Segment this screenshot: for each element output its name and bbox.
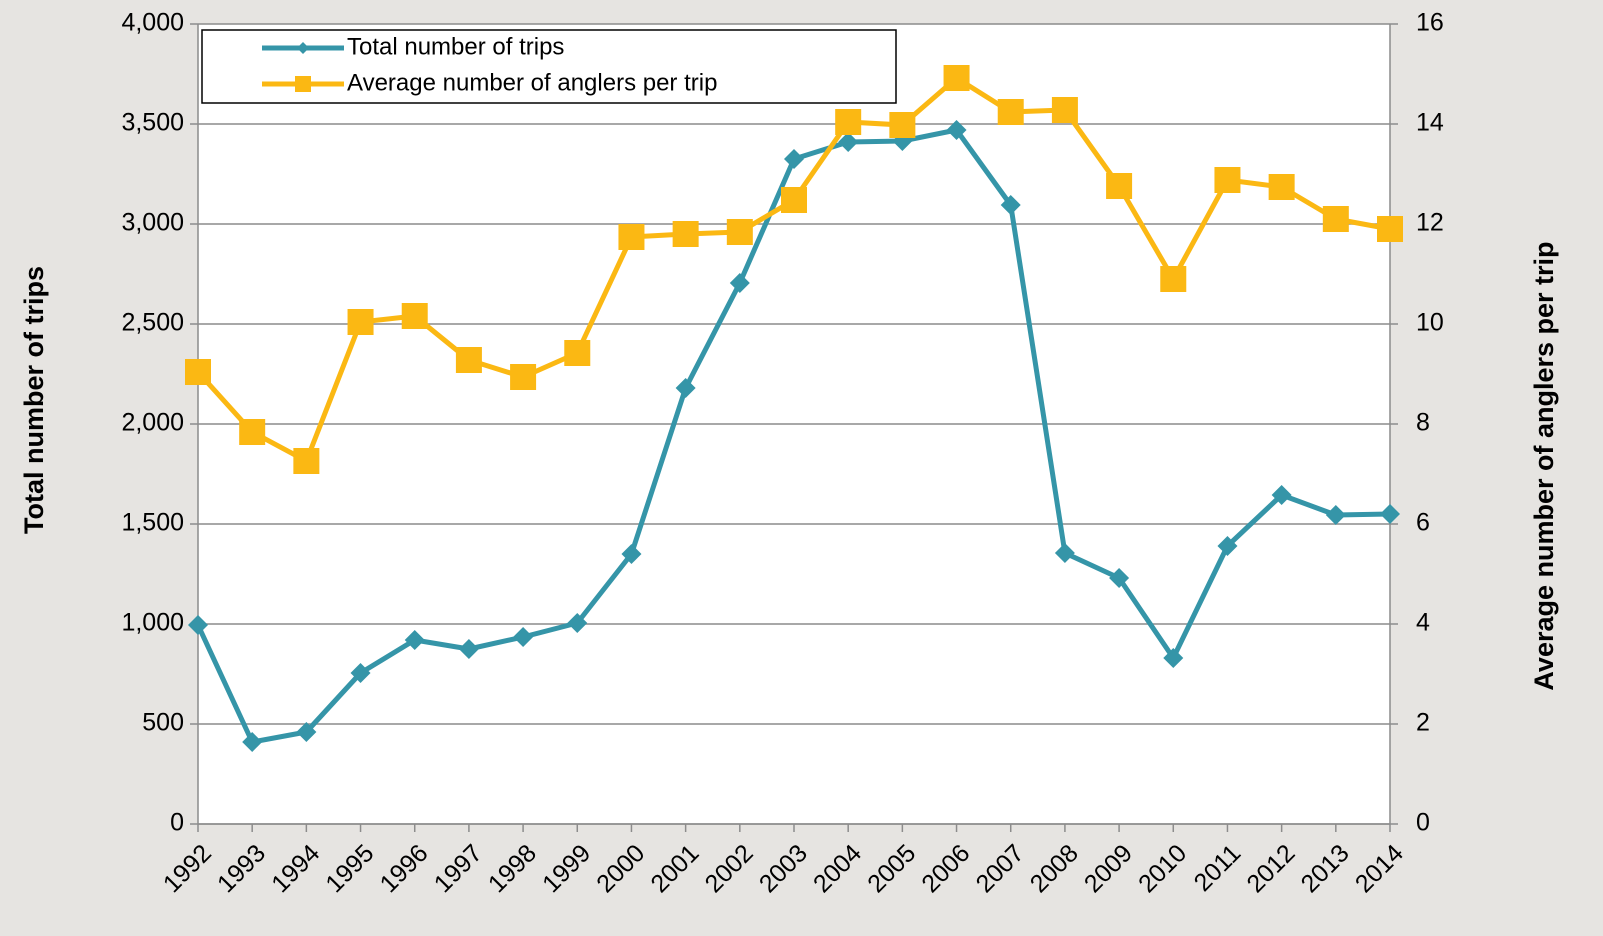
marker [1325, 505, 1346, 525]
marker [621, 544, 642, 564]
marker [997, 99, 1024, 125]
x-tick-label: 2008 [1025, 839, 1084, 898]
marker [1322, 206, 1349, 232]
marker [1271, 485, 1292, 505]
marker [1106, 173, 1133, 199]
marker [672, 221, 699, 247]
x-tick-label: 2004 [808, 839, 867, 898]
y2-tick-label: 8 [1416, 409, 1430, 437]
marker [835, 109, 862, 135]
marker [1160, 266, 1187, 292]
marker [675, 378, 696, 398]
marker [185, 359, 211, 385]
marker [1380, 504, 1400, 524]
marker [1000, 195, 1021, 215]
marker [297, 42, 309, 54]
marker [567, 613, 588, 633]
marker [513, 627, 534, 647]
marker [1051, 97, 1078, 123]
y-tick-label: 3,500 [121, 109, 184, 137]
x-tick-label: 2012 [1241, 839, 1300, 898]
marker [188, 615, 208, 635]
x-tick-label: 1999 [537, 839, 596, 898]
marker [510, 364, 537, 390]
y2-tick-label: 2 [1416, 709, 1430, 737]
y2-tick-label: 10 [1416, 309, 1444, 337]
x-tick-label: 2002 [700, 839, 759, 898]
marker [564, 340, 591, 366]
x-tick-label: 2010 [1133, 839, 1192, 898]
x-tick-label: 2003 [754, 839, 813, 898]
marker [1217, 536, 1238, 556]
x-tick-label: 1993 [212, 839, 271, 898]
marker [784, 149, 804, 169]
x-tick-label: 2011 [1189, 839, 1247, 897]
x-tick-label: 2005 [862, 839, 921, 898]
y2-tick-label: 12 [1416, 209, 1444, 237]
marker [404, 630, 425, 650]
marker [1054, 543, 1075, 563]
marker [401, 303, 428, 329]
y-axis-title: Total number of trips [19, 266, 49, 534]
y-tick-label: 4,000 [121, 9, 184, 37]
y-tick-label: 0 [170, 809, 184, 837]
y2-tick-label: 0 [1416, 809, 1430, 837]
marker [1214, 167, 1241, 193]
legend-box [201, 29, 897, 104]
x-tick-label: 2006 [916, 839, 975, 898]
marker [347, 309, 374, 335]
y2-tick-label: 4 [1416, 609, 1430, 637]
x-tick-label: 2000 [591, 839, 650, 898]
marker [726, 219, 753, 245]
y2-tick-label: 16 [1416, 9, 1444, 37]
x-tick-label: 2009 [1079, 839, 1138, 898]
y-tick-label: 1,500 [121, 509, 184, 537]
marker [1268, 174, 1295, 200]
marker [781, 187, 807, 213]
marker [296, 722, 317, 742]
marker [295, 76, 311, 92]
marker [455, 347, 482, 373]
x-tick-label: 1994 [266, 839, 325, 898]
y-tick-label: 500 [142, 709, 184, 737]
marker [1163, 648, 1184, 668]
y2-axis-title: Average number of anglers per trip [1529, 241, 1559, 690]
y-tick-label: 1,000 [121, 609, 184, 637]
marker [242, 732, 263, 752]
y2-tick-label: 6 [1416, 509, 1430, 537]
x-tick-label: 2014 [1350, 839, 1409, 898]
x-tick-label: 2013 [1296, 839, 1355, 898]
marker [1109, 568, 1130, 588]
marker [946, 120, 967, 140]
marker [350, 663, 371, 683]
marker [943, 65, 970, 91]
x-tick-label: 2001 [645, 839, 704, 898]
x-tick-label: 2007 [971, 839, 1030, 898]
marker [293, 448, 320, 474]
x-tick-label: 1996 [375, 839, 434, 898]
legend-label: Total number of trips [347, 33, 564, 60]
y-tick-label: 2,000 [121, 409, 184, 437]
y-tick-label: 2,500 [121, 309, 184, 337]
marker [838, 132, 859, 152]
y-tick-label: 3,000 [121, 209, 184, 237]
marker [618, 224, 645, 250]
y2-tick-label: 14 [1416, 109, 1444, 137]
x-tick-label: 1997 [429, 839, 488, 898]
x-tick-label: 1992 [158, 839, 217, 898]
marker [1377, 216, 1403, 242]
marker [458, 639, 479, 659]
marker [889, 112, 916, 138]
legend: Total number of trips Average number of a… [201, 29, 897, 104]
x-tick-label: 1998 [483, 839, 542, 898]
marker [239, 419, 266, 445]
legend-label: Average number of anglers per trip [347, 69, 717, 96]
x-tick-label: 1995 [320, 839, 379, 898]
marker [729, 273, 750, 293]
